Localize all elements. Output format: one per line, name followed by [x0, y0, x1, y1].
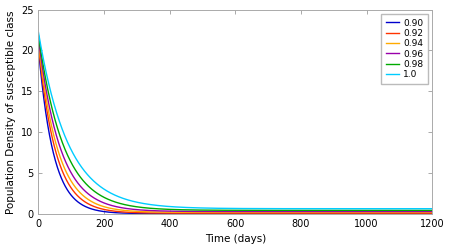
0.92: [36, 44, 41, 47]
0.90: [418, 212, 423, 215]
0.94: [36, 41, 41, 44]
0.98: [429, 209, 435, 212]
0.96: [346, 210, 351, 213]
Line: 0.90: 0.90: [38, 49, 432, 214]
1.0: [217, 207, 222, 210]
Line: 0.96: 0.96: [38, 39, 432, 212]
0.94: [56, 151, 61, 154]
0.98: [346, 209, 351, 212]
0.92: [227, 212, 233, 215]
0.96: [418, 210, 423, 213]
0.94: [429, 211, 435, 214]
1.0: [418, 207, 423, 210]
0.90: [36, 47, 41, 50]
0.92: [418, 212, 423, 215]
0.90: [429, 212, 435, 215]
0.96: [418, 210, 423, 213]
0.94: [418, 211, 423, 214]
0.96: [217, 210, 222, 213]
0.98: [418, 209, 423, 212]
0.92: [56, 159, 61, 162]
Line: 0.94: 0.94: [38, 42, 432, 212]
0.90: [346, 212, 351, 215]
0.98: [56, 130, 61, 133]
Legend: 0.90, 0.92, 0.94, 0.96, 0.98, 1.0: 0.90, 0.92, 0.94, 0.96, 0.98, 1.0: [381, 14, 428, 84]
0.96: [429, 210, 435, 213]
0.90: [227, 212, 233, 215]
Line: 1.0: 1.0: [38, 32, 432, 209]
0.90: [56, 169, 61, 172]
1.0: [429, 207, 435, 210]
0.92: [217, 212, 222, 215]
1.0: [36, 31, 41, 34]
0.90: [418, 212, 423, 215]
0.90: [217, 212, 222, 215]
Line: 0.92: 0.92: [38, 46, 432, 213]
Line: 0.98: 0.98: [38, 36, 432, 210]
1.0: [56, 117, 61, 120]
0.94: [346, 211, 351, 214]
1.0: [418, 207, 423, 210]
0.98: [227, 209, 233, 212]
0.92: [429, 212, 435, 215]
0.94: [217, 211, 222, 214]
X-axis label: Time (days): Time (days): [205, 234, 266, 244]
0.96: [227, 210, 233, 213]
0.98: [36, 34, 41, 37]
0.96: [56, 141, 61, 144]
1.0: [346, 207, 351, 210]
0.92: [346, 212, 351, 215]
Y-axis label: Population Density of susceptible class: Population Density of susceptible class: [5, 10, 16, 214]
1.0: [227, 207, 233, 210]
0.94: [227, 211, 233, 214]
0.98: [418, 209, 423, 212]
0.96: [36, 38, 41, 40]
0.94: [418, 211, 423, 214]
0.92: [418, 212, 423, 215]
0.98: [217, 209, 222, 212]
